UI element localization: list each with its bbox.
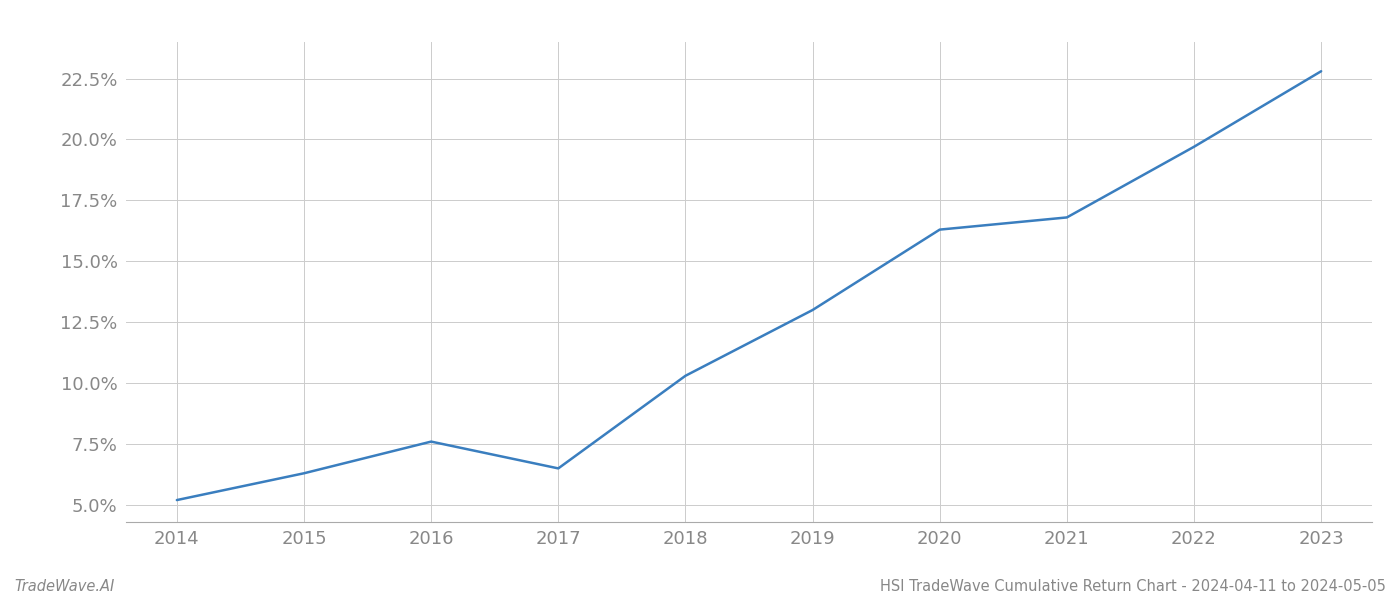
Text: HSI TradeWave Cumulative Return Chart - 2024-04-11 to 2024-05-05: HSI TradeWave Cumulative Return Chart - … (881, 579, 1386, 594)
Text: TradeWave.AI: TradeWave.AI (14, 579, 115, 594)
